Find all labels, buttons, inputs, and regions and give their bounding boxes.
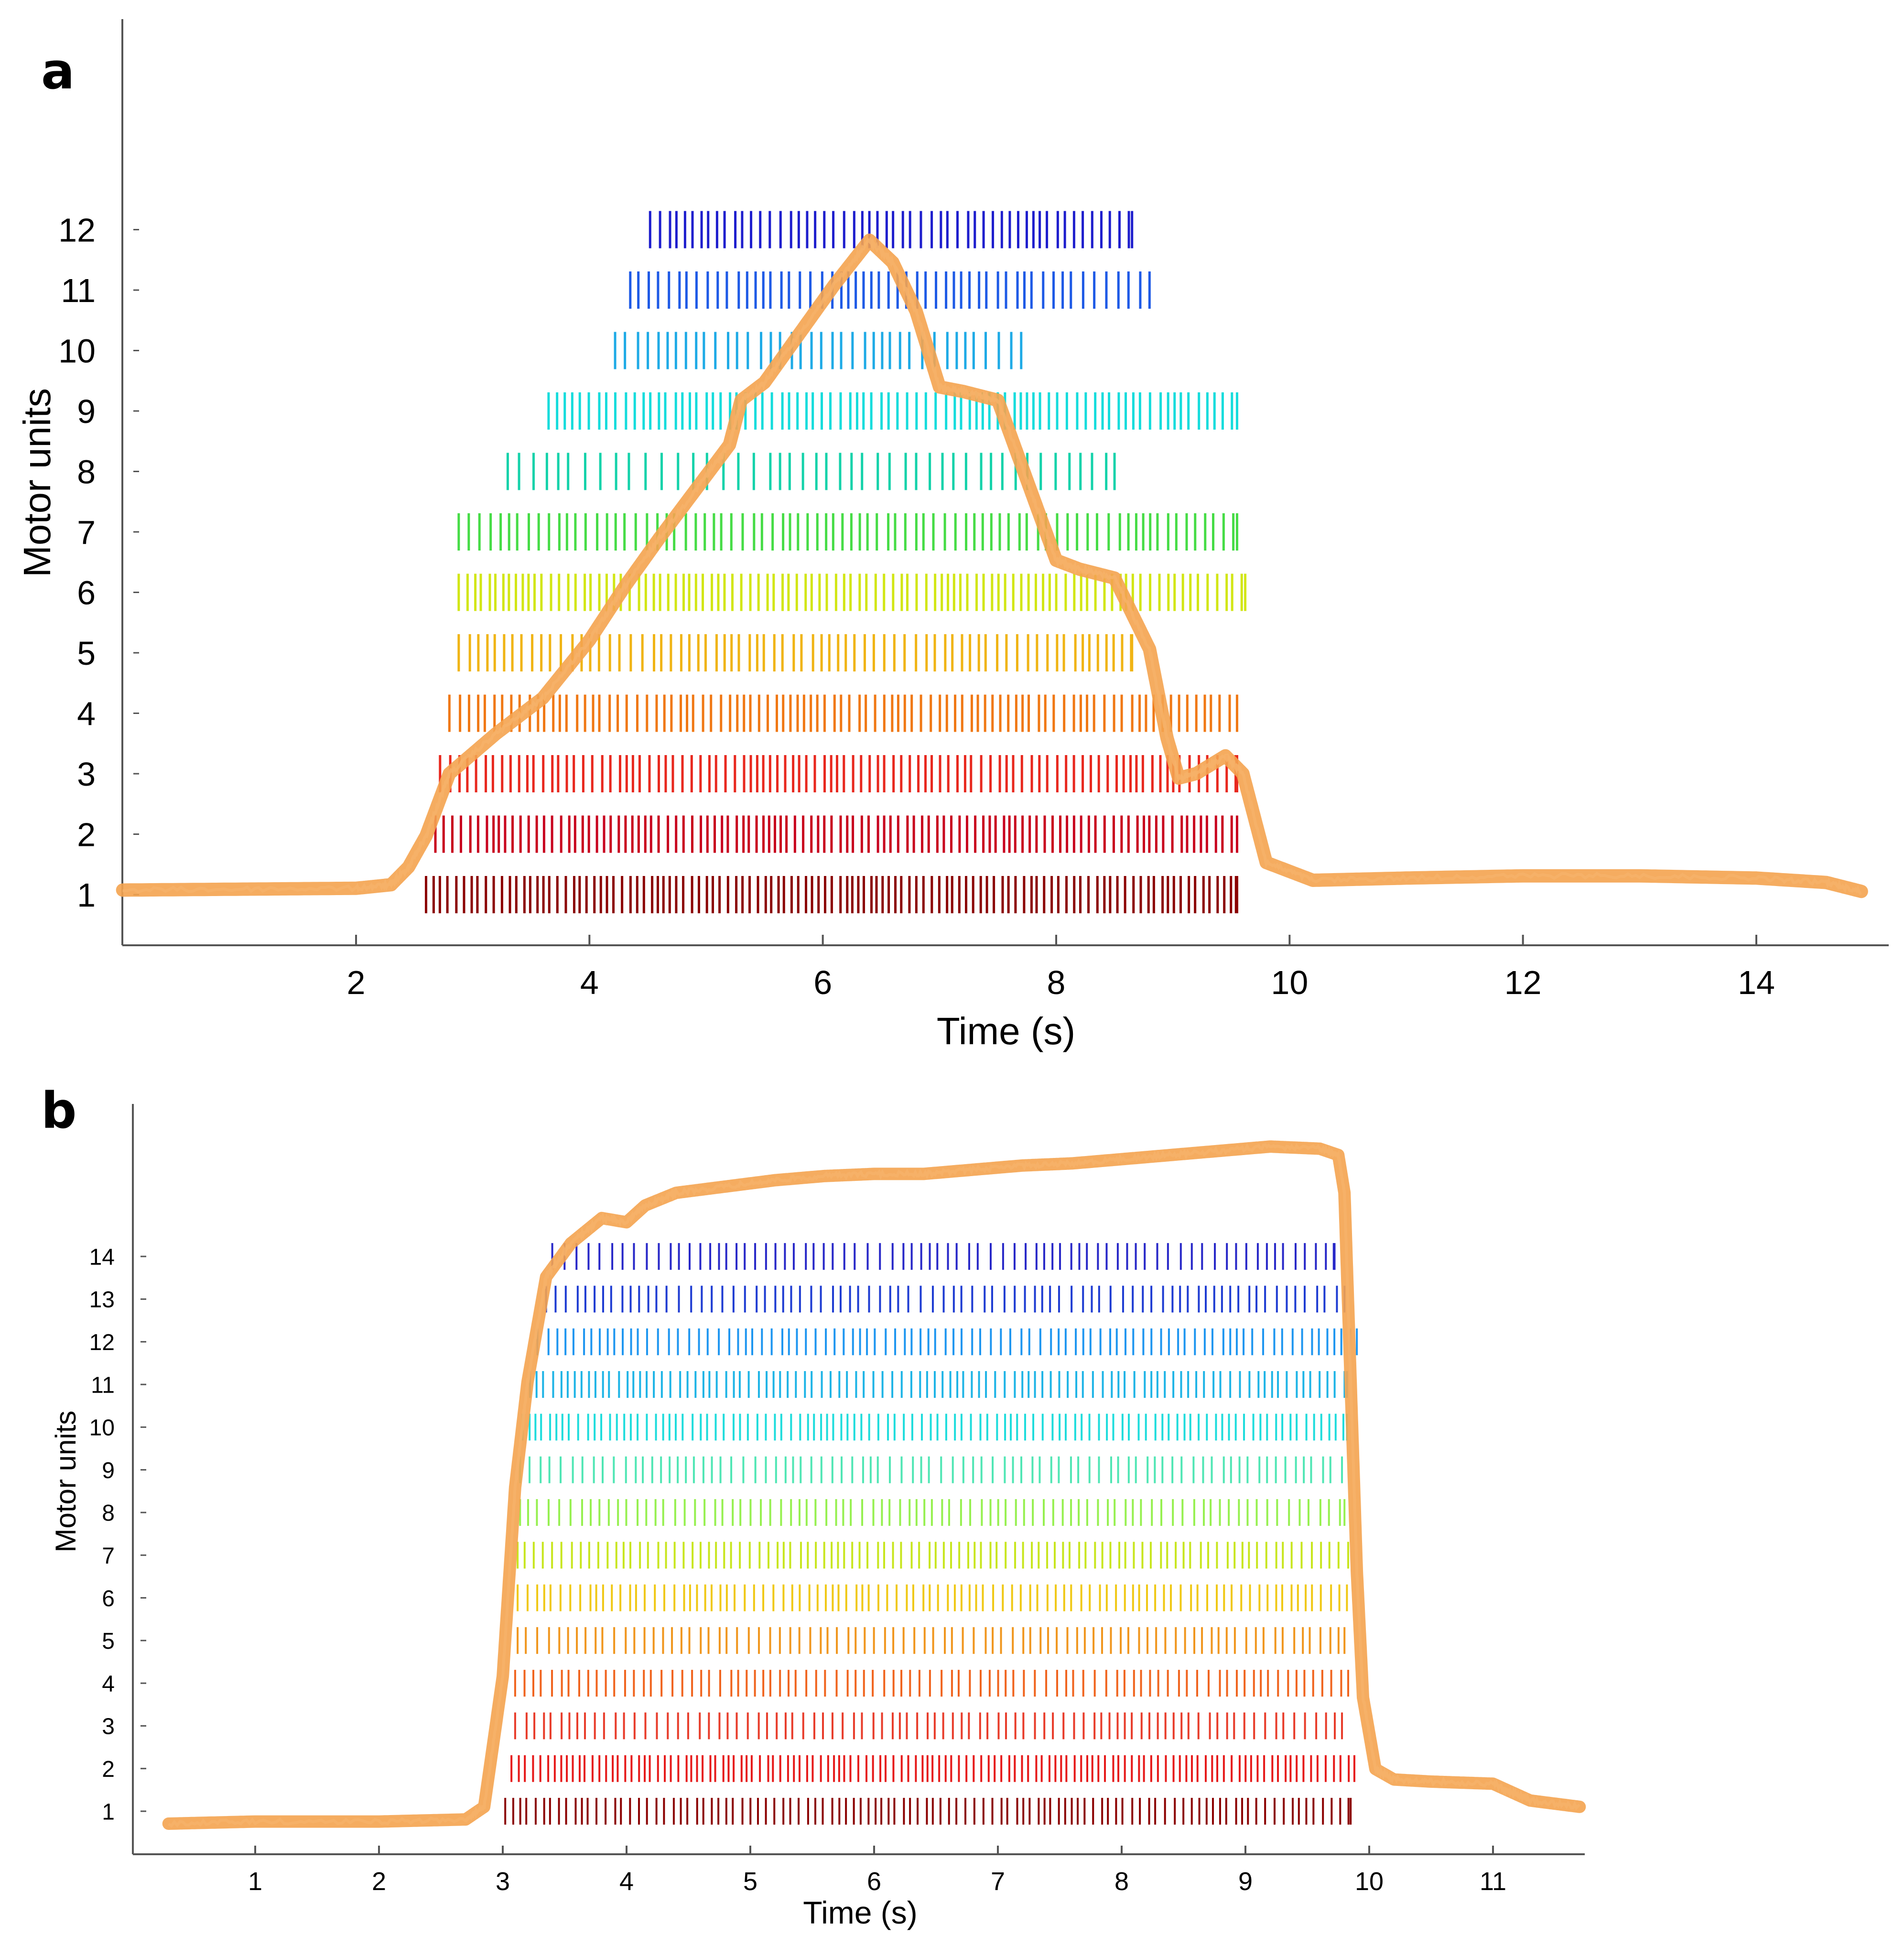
panel-b-xlabel: Time (s) [803, 1895, 918, 1930]
panel-b-x-tick-label: 9 [1238, 1867, 1253, 1896]
panel-b-y-tick-label: 3 [102, 1714, 115, 1740]
panel-a-xlabel: Time (s) [937, 1010, 1075, 1052]
panel-b-force-trace [162, 1140, 1586, 1830]
panel-b-y-tick-label: 2 [102, 1757, 115, 1782]
panel-a-y-tick-label: 1 [77, 876, 96, 914]
panel-a-x-tick-label: 8 [1047, 964, 1066, 1001]
panel-b-x-tick-label: 11 [1480, 1867, 1506, 1896]
panel-b-y-tick-label: 6 [102, 1586, 115, 1611]
panel-a-y-tick-label: 7 [77, 514, 96, 551]
spike-train-unit-11 [529, 1371, 1348, 1398]
panel-a-y-tick-label: 2 [77, 816, 96, 854]
spike-train-unit-12 [649, 211, 1134, 249]
panel-b-x-tick-label: 6 [867, 1867, 881, 1896]
panel-b-y-tick-label: 8 [102, 1501, 115, 1526]
panel-b-y-tick-label: 7 [102, 1543, 115, 1568]
panel-b-y-tick-label: 10 [89, 1416, 115, 1441]
spike-train-unit-11 [629, 271, 1151, 309]
panel-a-y-tick-label: 8 [77, 454, 96, 491]
panel-b-spike-rasters [504, 1243, 1358, 1825]
panel-b-axes [132, 1104, 1585, 1855]
spike-train-unit-10 [521, 1414, 1348, 1441]
panel-b-x-tick-label: 4 [619, 1867, 634, 1896]
panel-b-x-tick-label: 10 [1355, 1867, 1384, 1896]
spike-train-unit-1 [504, 1798, 1352, 1825]
panel-a-x-tick-label: 4 [580, 964, 599, 1001]
spike-train-unit-7 [517, 1542, 1349, 1569]
panel-b-y-tick-label: 4 [102, 1671, 115, 1697]
panel-a-x-tick-label: 12 [1504, 964, 1542, 1001]
panel-a-y-tick-label: 6 [77, 574, 96, 612]
panel-b-y-tick-label: 12 [89, 1330, 115, 1355]
spike-train-unit-10 [614, 332, 1023, 369]
panel-b-x-tick-label: 8 [1114, 1867, 1129, 1896]
spike-train-unit-5 [517, 1627, 1346, 1654]
spike-train-unit-1 [425, 876, 1238, 913]
panel-b-y-tick-label: 5 [102, 1629, 115, 1654]
panel-b-x-tick-label: 1 [248, 1867, 262, 1896]
spike-train-unit-6 [517, 1584, 1348, 1611]
panel-a-x-tick-label: 2 [347, 964, 366, 1001]
force-trace-noise [168, 1143, 1581, 1828]
panel-a-y-tick-label: 4 [77, 695, 96, 733]
panel-a-spike-rasters [425, 211, 1247, 913]
spike-train-unit-2 [510, 1755, 1355, 1782]
panel-a-ylabel: Motor units [16, 388, 58, 577]
panel-b-y-tick-label: 13 [89, 1287, 115, 1313]
panel-a-y-tick-label: 3 [77, 756, 96, 793]
spike-train-unit-13 [545, 1286, 1346, 1313]
panel-b-x-tick-label: 5 [743, 1867, 757, 1896]
force-trace-noise [122, 236, 1862, 895]
panel-b-ylabel: Motor units [50, 1411, 82, 1553]
panel-a-y-tick-label: 12 [58, 212, 96, 249]
panel-b-y-tick-label: 11 [91, 1373, 115, 1398]
spike-train-unit-9 [519, 1456, 1343, 1483]
panel-a: a Motor units Time (s) 2 4 6 8 10 12 141234567… [16, 19, 1889, 1052]
panel-a-x-tick-label: 14 [1738, 964, 1775, 1001]
panel-a-y-tick-label: 11 [61, 272, 96, 309]
panel-a-label: a [41, 42, 75, 100]
panel-b: b Motor units Time (s) 1 2 3 4 5 6 7 8 9 10 111234… [41, 1081, 1586, 1930]
panel-b-x-tick-label: 2 [372, 1867, 386, 1896]
panel-a-y-tick-label: 10 [58, 333, 96, 370]
panel-b-y-tick-label: 9 [102, 1458, 115, 1483]
panel-a-x-tick-label: 10 [1271, 964, 1308, 1001]
spike-train-unit-3 [514, 1712, 1343, 1740]
spike-train-unit-5 [457, 634, 1134, 671]
panel-b-label: b [41, 1081, 76, 1140]
spike-train-unit-8 [519, 1499, 1346, 1526]
panel-b-x-tick-label: 7 [991, 1867, 1005, 1896]
panel-a-x-tick-label: 6 [813, 964, 832, 1001]
panel-a-axes [121, 19, 1889, 946]
panel-a-force-trace [116, 233, 1868, 898]
panel-b-y-tick-label: 1 [102, 1799, 115, 1825]
spike-train-unit-7 [457, 513, 1238, 551]
spike-train-unit-2 [434, 815, 1238, 853]
panel-a-y-tick-label: 9 [77, 393, 96, 430]
panel-b-y-tick-label: 14 [89, 1244, 115, 1270]
panel-a-y-tick-label: 5 [77, 635, 96, 672]
panel-b-x-tick-label: 3 [496, 1867, 510, 1896]
spike-train-unit-4 [514, 1670, 1349, 1697]
